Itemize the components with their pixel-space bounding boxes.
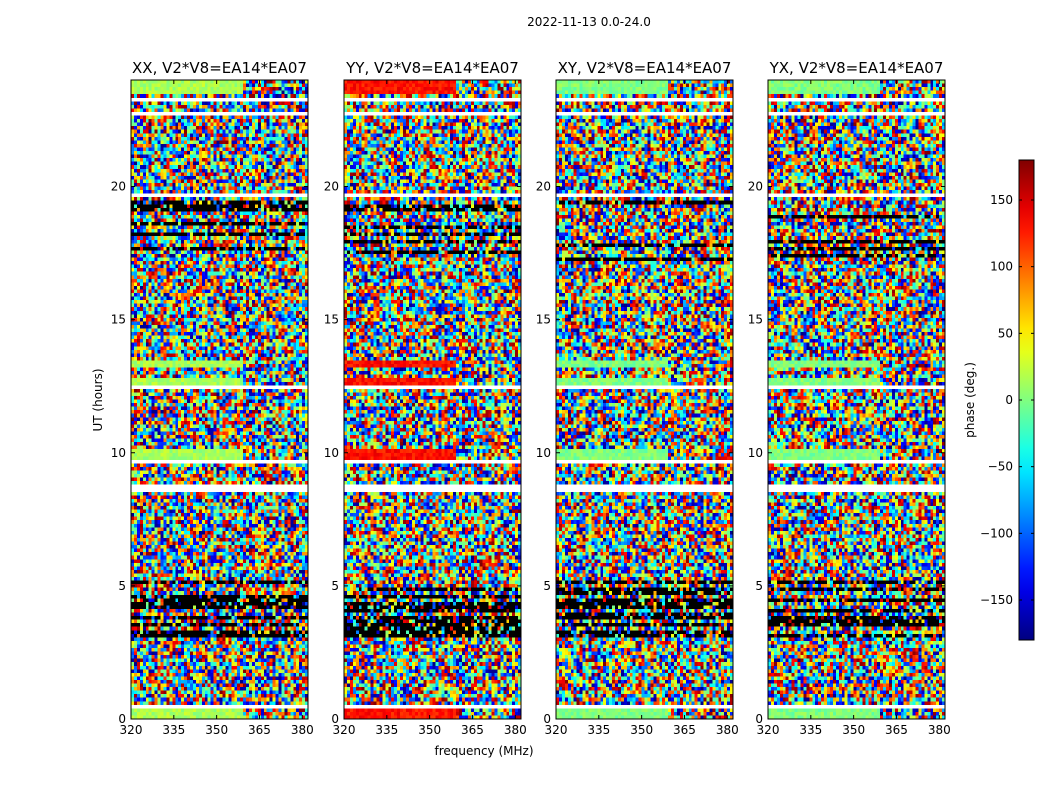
y-tick-label: 10 — [748, 446, 763, 460]
colorbar-tick-label: 100 — [990, 260, 1013, 274]
panel-title: XX, V2*V8=EA14*EA07 — [132, 59, 307, 77]
y-tick-label: 20 — [536, 180, 551, 194]
y-tick-label: 10 — [324, 446, 339, 460]
x-tick-label: 380 — [928, 723, 951, 737]
panel-heatmap — [131, 80, 308, 719]
y-tick-label: 0 — [543, 712, 551, 726]
panel-4: YX, V2*V8=EA14*EA07 320 335 350 365 380 0 5 10 15… — [748, 59, 951, 737]
y-tick-label: 15 — [324, 313, 339, 327]
x-tick-label: 365 — [248, 723, 271, 737]
panel-1: XX, V2*V8=EA14*EA07 320 335 350 365 380 0 5 10 15… — [111, 59, 314, 737]
y-tick-label: 15 — [111, 313, 126, 327]
colorbar-label: phase (deg.) — [963, 362, 977, 438]
panel-3: XY, V2*V8=EA14*EA07 320 335 350 365 380 0 5 10 15… — [536, 59, 739, 737]
x-tick-label: 335 — [375, 723, 398, 737]
panels: XX, V2*V8=EA14*EA07 320 335 350 365 380 0 5 10 15… — [111, 59, 951, 737]
panel-title: XY, V2*V8=EA14*EA07 — [558, 59, 732, 77]
figure-suptitle: 2022-11-13 0.0-24.0 — [527, 15, 651, 29]
x-axis-label: frequency (MHz) — [434, 744, 533, 758]
colorbar: −150 −100 −50 0 50 100 150 — [980, 159, 1035, 641]
y-tick-label: 0 — [755, 712, 763, 726]
colorbar-tick-label: −100 — [980, 526, 1013, 540]
colorbar-tick-label: 50 — [998, 326, 1013, 340]
panel-title: YX, V2*V8=EA14*EA07 — [769, 59, 944, 77]
y-tick-label: 20 — [324, 180, 339, 194]
x-tick-label: 320 — [333, 723, 356, 737]
y-tick-label: 10 — [111, 446, 126, 460]
y-tick-label: 20 — [748, 180, 763, 194]
panel-frame — [343, 79, 522, 720]
x-tick-label: 350 — [205, 723, 228, 737]
y-tick-label: 0 — [118, 712, 126, 726]
y-tick-label: 15 — [748, 313, 763, 327]
colorbar-tick-label: −50 — [988, 460, 1013, 474]
y-tick-label: 5 — [543, 579, 551, 593]
x-tick-label: 380 — [504, 723, 527, 737]
x-tick-label: 365 — [885, 723, 908, 737]
panel-heatmap — [344, 80, 521, 719]
panel-2: YY, V2*V8=EA14*EA07 320 335 350 365 380 0 5 10 15… — [324, 59, 527, 737]
y-tick-label: 10 — [536, 446, 551, 460]
x-tick-label: 365 — [461, 723, 484, 737]
x-tick-label: 380 — [291, 723, 314, 737]
colorbar-tick-label: 150 — [990, 193, 1013, 207]
x-tick-label: 320 — [545, 723, 568, 737]
panel-title: YY, V2*V8=EA14*EA07 — [345, 59, 519, 77]
x-tick-label: 335 — [587, 723, 610, 737]
colorbar-tick-label: −150 — [980, 593, 1013, 607]
x-tick-label: 320 — [757, 723, 780, 737]
x-tick-label: 320 — [120, 723, 143, 737]
y-tick-label: 15 — [536, 313, 551, 327]
colorbar-tick-label: 0 — [1005, 393, 1013, 407]
y-tick-label: 5 — [118, 579, 126, 593]
panel-frame — [767, 79, 946, 720]
panel-frame — [130, 79, 309, 720]
x-tick-label: 380 — [716, 723, 739, 737]
y-axis-label: UT (hours) — [91, 368, 105, 431]
x-tick-label: 350 — [418, 723, 441, 737]
x-tick-label: 350 — [630, 723, 653, 737]
y-tick-label: 20 — [111, 180, 126, 194]
panel-heatmap — [556, 80, 733, 719]
x-tick-label: 350 — [842, 723, 865, 737]
y-tick-label: 5 — [331, 579, 339, 593]
panel-heatmap — [768, 80, 945, 719]
panel-frame — [555, 79, 734, 720]
y-tick-label: 5 — [755, 579, 763, 593]
y-tick-label: 0 — [331, 712, 339, 726]
x-tick-label: 365 — [673, 723, 696, 737]
x-tick-label: 335 — [799, 723, 822, 737]
x-tick-label: 335 — [162, 723, 185, 737]
